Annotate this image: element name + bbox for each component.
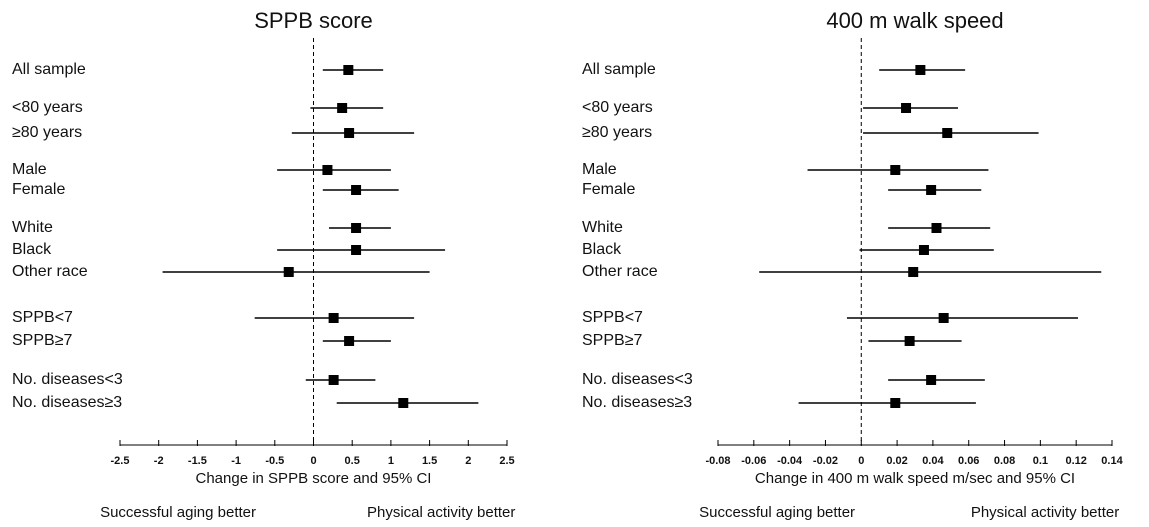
row-label: All sample (582, 61, 656, 78)
point-estimate (351, 245, 362, 255)
x-tick-label: 0.08 (994, 455, 1015, 467)
point-estimate (908, 267, 919, 277)
point-estimate (938, 313, 949, 323)
point-estimate (328, 375, 339, 385)
x-tick-label: 0 (858, 455, 864, 467)
row-label: Female (12, 181, 65, 198)
x-tick-label: -1.5 (188, 455, 207, 467)
row-label: Female (582, 181, 635, 198)
point-estimate (398, 398, 409, 408)
row-label: Black (582, 241, 622, 258)
point-estimate (890, 398, 901, 408)
x-tick-label: 0.14 (1101, 455, 1123, 467)
annotation: Physical activity better (971, 504, 1119, 521)
point-estimate (337, 103, 348, 113)
point-estimate (344, 336, 355, 346)
x-tick-label: 1.5 (422, 455, 437, 467)
row-label: SPPB<7 (582, 309, 643, 326)
x-tick-label: 0 (310, 455, 316, 467)
x-tick-label: 0.04 (922, 455, 944, 467)
row-label: SPPB<7 (12, 309, 73, 326)
annotation: Successful aging better (100, 504, 256, 521)
x-tick-label: 0.1 (1033, 455, 1048, 467)
row-label: Male (582, 161, 617, 178)
row-label: SPPB≥7 (12, 332, 72, 349)
panel-title: 400 m walk speed (826, 8, 1003, 33)
x-tick-label: 0.5 (345, 455, 360, 467)
x-tick-label: -0.06 (741, 455, 766, 467)
row-label: Male (12, 161, 47, 178)
x-tick-label: -0.02 (813, 455, 838, 467)
point-estimate (904, 336, 915, 346)
x-tick-label: -2.5 (111, 455, 130, 467)
point-estimate (901, 103, 912, 113)
x-tick-label: 0.12 (1065, 455, 1086, 467)
point-estimate (344, 128, 355, 138)
row-label: White (12, 219, 53, 236)
row-label: <80 years (12, 99, 83, 116)
row-label: All sample (12, 61, 86, 78)
x-axis-label: Change in 400 m walk speed m/sec and 95%… (755, 470, 1075, 487)
panel-title: SPPB score (254, 8, 373, 33)
x-tick-label: 2.5 (499, 455, 514, 467)
point-estimate (343, 65, 354, 75)
x-tick-label: 0.02 (886, 455, 907, 467)
row-label: No. diseases≥3 (12, 394, 122, 411)
point-estimate (890, 165, 901, 175)
row-label: Other race (12, 263, 88, 280)
x-tick-label: -0.5 (265, 455, 284, 467)
annotation: Physical activity better (367, 504, 515, 521)
x-tick-label: 0.06 (958, 455, 979, 467)
point-estimate (322, 165, 333, 175)
point-estimate (283, 267, 294, 277)
x-tick-label: 1 (388, 455, 394, 467)
row-label: <80 years (582, 99, 653, 116)
point-estimate (926, 375, 937, 385)
point-estimate (351, 185, 362, 195)
point-estimate (915, 65, 926, 75)
x-tick-label: -2 (154, 455, 164, 467)
row-label: No. diseases<3 (12, 371, 123, 388)
annotation: Successful aging better (699, 504, 855, 521)
row-label: No. diseases<3 (582, 371, 693, 388)
row-label: SPPB≥7 (582, 332, 642, 349)
point-estimate (926, 185, 937, 195)
point-estimate (351, 223, 362, 233)
row-label: ≥80 years (12, 124, 82, 141)
x-tick-label: -0.04 (777, 455, 803, 467)
row-label: Other race (582, 263, 658, 280)
x-axis-label: Change in SPPB score and 95% CI (196, 470, 432, 487)
row-label: No. diseases≥3 (582, 394, 692, 411)
x-tick-label: -1 (231, 455, 241, 467)
row-label: ≥80 years (582, 124, 652, 141)
point-estimate (931, 223, 942, 233)
point-estimate (942, 128, 953, 138)
point-estimate (918, 245, 929, 255)
x-tick-label: 2 (465, 455, 471, 467)
x-tick-label: -0.08 (705, 455, 730, 467)
point-estimate (328, 313, 339, 323)
row-label: Black (12, 241, 52, 258)
row-label: White (582, 219, 623, 236)
